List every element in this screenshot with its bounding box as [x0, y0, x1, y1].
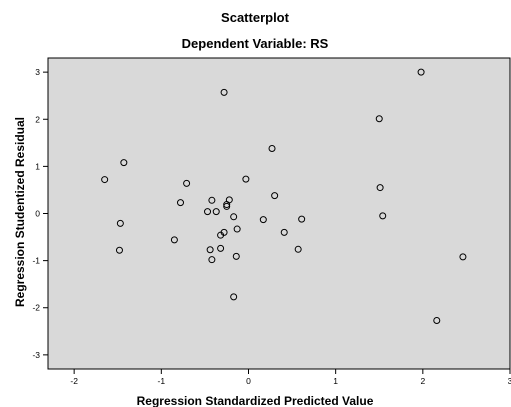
data-point — [230, 293, 238, 301]
x-axis-label: Regression Standardized Predicted Value — [137, 394, 374, 407]
data-point — [259, 216, 267, 224]
data-point — [176, 199, 184, 207]
data-point — [220, 88, 228, 96]
x-tick-label: 3 — [508, 376, 511, 386]
data-point — [170, 236, 178, 244]
plot-area — [47, 57, 511, 370]
x-tick-label: 2 — [420, 376, 425, 386]
data-point — [208, 256, 216, 264]
chart-title: Scatterplot — [221, 10, 290, 25]
data-point — [294, 245, 302, 253]
data-point — [101, 176, 109, 184]
y-tick-label: 3 — [35, 67, 40, 77]
data-point — [183, 179, 191, 187]
data-point — [204, 208, 212, 216]
data-point — [217, 244, 225, 252]
chart-subtitle: Dependent Variable: RS — [182, 36, 329, 51]
data-point — [242, 175, 250, 183]
data-point — [232, 252, 240, 260]
x-tick-label: 1 — [333, 376, 338, 386]
y-tick-label: 1 — [35, 161, 40, 171]
data-point — [225, 196, 233, 204]
data-point — [375, 115, 383, 123]
data-point — [280, 228, 288, 236]
x-tick-label: -2 — [70, 376, 78, 386]
data-point — [223, 202, 231, 210]
y-tick-label: 0 — [35, 209, 40, 219]
data-point — [459, 253, 467, 261]
data-point — [208, 196, 216, 204]
data-point — [233, 225, 241, 233]
data-point — [212, 208, 220, 216]
x-tick-label: -1 — [158, 376, 166, 386]
data-point — [298, 215, 306, 223]
data-point — [271, 192, 279, 200]
data-point — [206, 246, 214, 254]
data-point — [220, 228, 228, 236]
data-point — [376, 184, 384, 192]
data-point — [433, 316, 441, 324]
data-point — [120, 159, 128, 167]
x-tick-label: 0 — [246, 376, 251, 386]
data-point — [230, 213, 238, 221]
y-axis-label: Regression Studentized Residual — [13, 117, 27, 307]
y-tick-label: -2 — [32, 303, 40, 313]
y-tick-label: 2 — [35, 114, 40, 124]
data-points — [101, 68, 467, 324]
y-tick-label: -1 — [32, 256, 40, 266]
data-point — [268, 144, 276, 152]
y-tick-label: -3 — [32, 350, 40, 360]
axis-ticks: -2 -1 0 1 2 3 -3 -2 -1 0 1 2 3 — [32, 67, 511, 386]
data-point — [379, 212, 387, 220]
data-point — [116, 219, 124, 227]
data-point — [417, 68, 425, 76]
data-point — [115, 246, 123, 254]
